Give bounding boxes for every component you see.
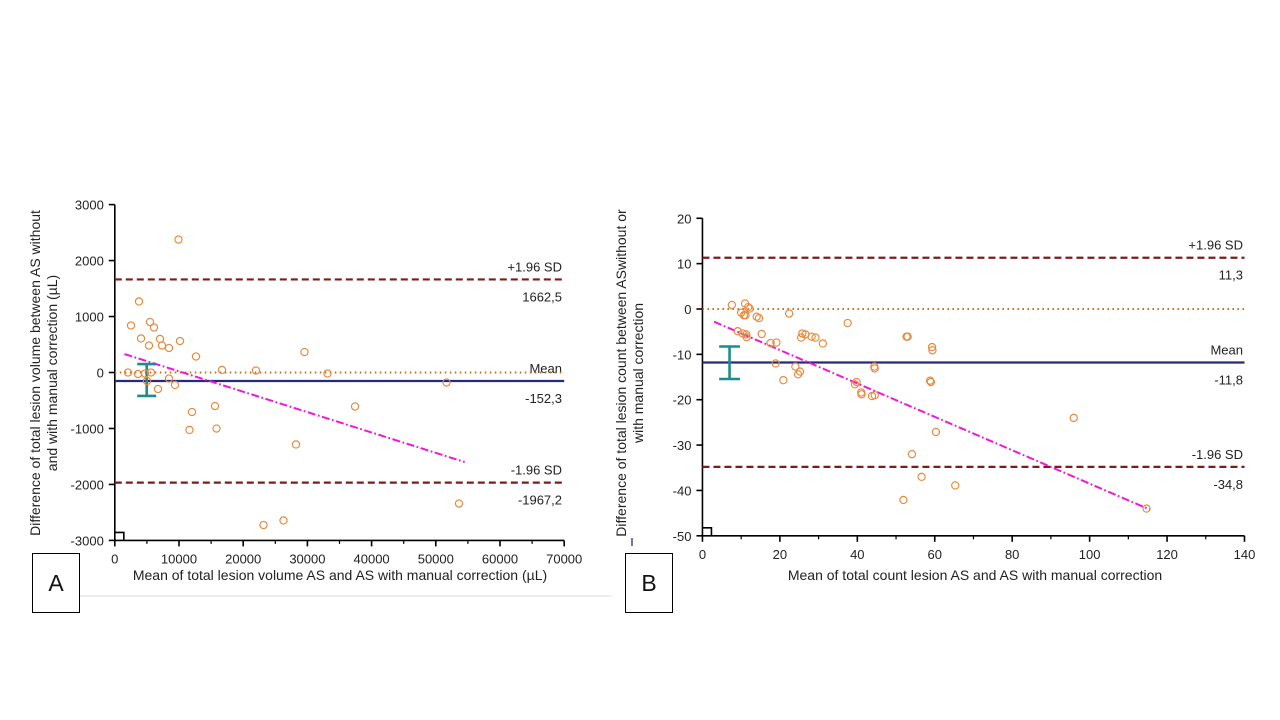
svg-text:140: 140 (1234, 547, 1256, 562)
svg-text:0: 0 (699, 547, 706, 562)
svg-text:Mean of total count lesion AS: Mean of total count lesion AS and AS wit… (788, 567, 1162, 583)
svg-text:50000: 50000 (418, 551, 454, 566)
svg-text:-11,8: -11,8 (1214, 373, 1243, 388)
svg-text:3000: 3000 (75, 198, 104, 213)
svg-text:60: 60 (928, 547, 942, 562)
svg-text:and with manual correction (µL: and with manual correction (µL) (44, 275, 60, 471)
svg-text:-20: -20 (673, 393, 692, 408)
svg-text:120: 120 (1156, 547, 1178, 562)
svg-text:Difference of total lesion cou: Difference of total lesion count between… (613, 209, 629, 537)
svg-text:Difference of total lesion vol: Difference of total lesion volume betwee… (27, 210, 43, 536)
svg-text:-1000: -1000 (71, 421, 104, 436)
svg-text:Mean: Mean (1210, 343, 1243, 358)
svg-text:0: 0 (111, 551, 118, 566)
svg-text:100: 100 (1079, 547, 1101, 562)
svg-text:11,3: 11,3 (1219, 268, 1243, 283)
svg-text:-30: -30 (673, 438, 692, 453)
svg-text:-34,8: -34,8 (1213, 477, 1243, 492)
svg-text:Mean of total lesion volume AS: Mean of total lesion volume AS and AS wi… (133, 567, 547, 583)
svg-text:-2000: -2000 (71, 477, 104, 492)
svg-text:30000: 30000 (289, 551, 325, 566)
svg-text:-1967,2: -1967,2 (518, 493, 562, 508)
svg-text:+1.96 SD: +1.96 SD (507, 259, 562, 274)
svg-text:10: 10 (677, 257, 691, 272)
svg-text:-50: -50 (673, 529, 692, 544)
svg-text:-3000: -3000 (71, 533, 104, 548)
svg-text:-1.96 SD: -1.96 SD (511, 463, 562, 478)
svg-text:with manual correction: with manual correction (630, 303, 646, 444)
svg-text:Mean: Mean (529, 361, 562, 376)
svg-text:70000: 70000 (546, 551, 582, 566)
svg-text:0: 0 (684, 302, 691, 317)
svg-text:40: 40 (850, 547, 864, 562)
svg-text:+1.96 SD: +1.96 SD (1188, 238, 1243, 253)
svg-text:-10: -10 (673, 347, 692, 362)
svg-text:80: 80 (1005, 547, 1019, 562)
svg-text:20: 20 (677, 211, 691, 226)
svg-text:60000: 60000 (482, 551, 518, 566)
svg-text:1662,5: 1662,5 (522, 289, 562, 304)
svg-text:1000: 1000 (75, 310, 104, 325)
svg-text:20000: 20000 (225, 551, 261, 566)
svg-text:-1.96 SD: -1.96 SD (1192, 447, 1243, 462)
svg-text:20: 20 (773, 547, 787, 562)
svg-text:0: 0 (97, 366, 104, 381)
svg-text:10000: 10000 (161, 551, 197, 566)
svg-text:-40: -40 (673, 483, 692, 498)
svg-text:2000: 2000 (75, 254, 104, 269)
svg-text:40000: 40000 (354, 551, 390, 566)
svg-text:-152,3: -152,3 (525, 391, 562, 406)
